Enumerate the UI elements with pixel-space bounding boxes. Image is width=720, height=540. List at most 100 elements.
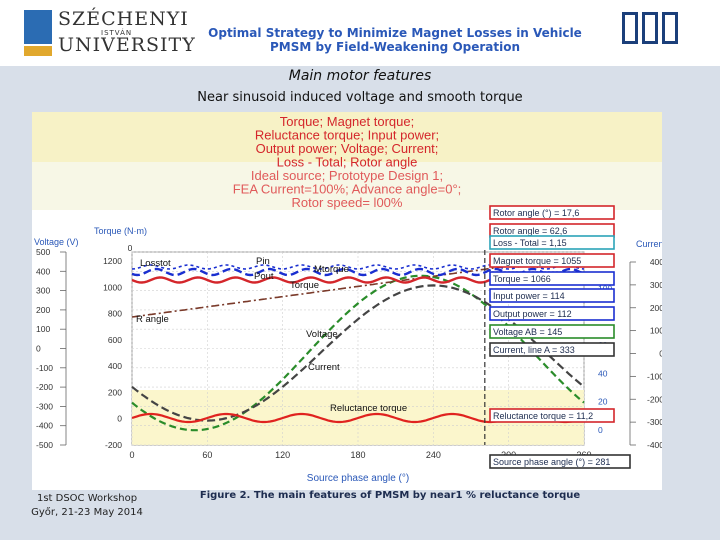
voltage-tick-label: 300 (36, 286, 50, 296)
chart-title-line: Torque; Magnet torque; (280, 114, 414, 129)
voltage-tick-label: 100 (36, 324, 50, 334)
readout-text: Magnet torque = 1055 (493, 256, 581, 266)
torque-tick-label: 1000 (103, 282, 122, 292)
current-tick-label: 200 (650, 303, 662, 313)
current-tick-label: 400 (650, 257, 662, 267)
readout-box (489, 235, 615, 250)
readout-text: Input power = 114 (493, 291, 565, 301)
readout-text: Voltage AB = 145 (493, 327, 562, 337)
voltage-tick-label: 400 (36, 266, 50, 276)
chart-title-line: Rotor speed= l00% (292, 195, 403, 210)
motor-features-chart: Torque; Magnet torque; Reluctance torque;… (32, 112, 681, 490)
x-axis-title: Source phase angle (°) (307, 473, 409, 484)
readout-text: Reluctance torque = 11,2 (493, 411, 593, 421)
voltage-tick-label: -300 (36, 401, 53, 411)
curve-label: Reluctance torque (330, 403, 407, 414)
readout-box (489, 205, 615, 220)
readout-text: Rotor angle = 62,6 (493, 226, 567, 236)
voltage-axis-title: Voltage (V) (34, 237, 79, 247)
torque-tick-label: 0 (117, 414, 122, 424)
jkk-logo (620, 12, 700, 58)
curve-label: Current (308, 362, 340, 373)
readout-text: Current, line A = 333 (493, 345, 575, 355)
slide-header: SZÉCHENYI ISTVÁN UNIVERSITY Optimal Stra… (0, 0, 720, 66)
current-tick-label: -100 (647, 371, 662, 381)
curve-label: Torque (290, 280, 319, 291)
x-tick-label: 180 (350, 450, 365, 460)
voltage-tick-label: 200 (36, 305, 50, 315)
current-tick-label: 0 (659, 349, 662, 359)
rotor-angle-axis-top: 0 (128, 243, 133, 253)
readout-text: Torque = 1066 (493, 274, 551, 284)
power-tick-label: 20 (598, 397, 608, 407)
title-band (32, 112, 662, 162)
subtitle-band (32, 162, 662, 210)
power-tick-label: 0 (598, 425, 603, 435)
slide-subheading: Near sinusoid induced voltage and smooth… (197, 90, 523, 105)
readout-box (489, 306, 615, 321)
logo-badge-icon (24, 46, 52, 56)
torque-tick-label: -200 (105, 440, 122, 450)
current-tick-label: -400 (647, 440, 662, 450)
readout-text: Loss - Total = 1,15 (493, 238, 567, 248)
readout-box (489, 253, 615, 268)
readout-box (489, 271, 615, 286)
voltage-tick-label: -400 (36, 421, 53, 431)
x-tick-label: 0 (129, 450, 134, 460)
x-tick-label: 60 (202, 450, 212, 460)
readout-box (489, 342, 615, 357)
torque-tick-label: 1200 (103, 256, 122, 266)
torque-tick-label: 400 (108, 361, 122, 371)
voltage-tick-label: -100 (36, 363, 53, 373)
chart-title-line: FEA Current=100%; Advance angle=0°; (233, 182, 462, 197)
curve-label: Voltage (306, 329, 338, 340)
readout-box (489, 288, 615, 303)
readout-text: Rotor angle (°) = 17,6 (493, 208, 579, 218)
current-tick-label: 100 (650, 326, 662, 336)
figure-caption: Figure 2. The main features of PMSM by n… (199, 490, 581, 501)
footer-event: 1st DSOC Workshop Győr, 21-23 May 2014 (22, 492, 152, 520)
x-tick-label: 120 (275, 450, 290, 460)
chart-title-line: Ideal source; Prototype Design 1; (251, 168, 443, 183)
footer-place-date: Győr, 21-23 May 2014 (31, 507, 143, 518)
footer-workshop: 1st DSOC Workshop (36, 493, 138, 504)
curve-label: Pin (256, 256, 270, 267)
x-tick-label: 240 (426, 450, 441, 460)
readout-text: Source phase angle (°) = 281 (493, 457, 610, 467)
voltage-tick-label: -500 (36, 440, 53, 450)
slide-heading: Main motor features (288, 68, 432, 84)
chart-title-line: Loss - Total; Rotor angle (277, 155, 418, 170)
logo-text-line3: UNIVERSITY (58, 34, 196, 56)
curve-label: R angle (136, 314, 169, 325)
logo-letter-k2-icon (662, 12, 678, 44)
voltage-tick-label: 0 (36, 344, 41, 354)
readout-box (489, 324, 615, 339)
current-axis-title: Current (A) (636, 239, 662, 249)
logo-text-line1: SZÉCHENYI (58, 8, 189, 30)
slide-title: Optimal Strategy to Minimize Magnet Loss… (208, 26, 582, 54)
readout-box (489, 408, 615, 423)
torque-tick-label: 200 (108, 387, 122, 397)
chart-title-line: Reluctance torque; Input power; (255, 128, 439, 143)
input-power-curve (131, 264, 585, 270)
voltage-tick-label: -200 (36, 382, 53, 392)
voltage-tick-label: 500 (36, 247, 50, 257)
power-tick-label: 40 (598, 368, 608, 378)
curve-label: Losstot (140, 258, 171, 269)
readout-text: Output power = 112 (493, 309, 572, 319)
curve-label: Mtorque (314, 264, 349, 275)
readout-box (489, 454, 631, 469)
logo-letter-j-icon (622, 12, 638, 44)
curve-label: Pout (254, 271, 274, 282)
torque-tick-label: 800 (108, 309, 122, 319)
university-logo: SZÉCHENYI ISTVÁN UNIVERSITY (24, 8, 195, 60)
chart-svg: Torque; Magnet torque;Reluctance torque;… (32, 112, 681, 484)
logo-letter-k-icon (642, 12, 658, 44)
logo-text-line2: ISTVÁN (101, 29, 133, 37)
current-tick-label: -200 (647, 394, 662, 404)
chart-title-line: Output power; Voltage; Current; (256, 141, 439, 156)
torque-tick-label: 600 (108, 335, 122, 345)
torque-axis-title: Torque (N·m) (94, 226, 147, 236)
current-tick-label: 300 (650, 280, 662, 290)
logo-emblem-icon (24, 10, 52, 44)
